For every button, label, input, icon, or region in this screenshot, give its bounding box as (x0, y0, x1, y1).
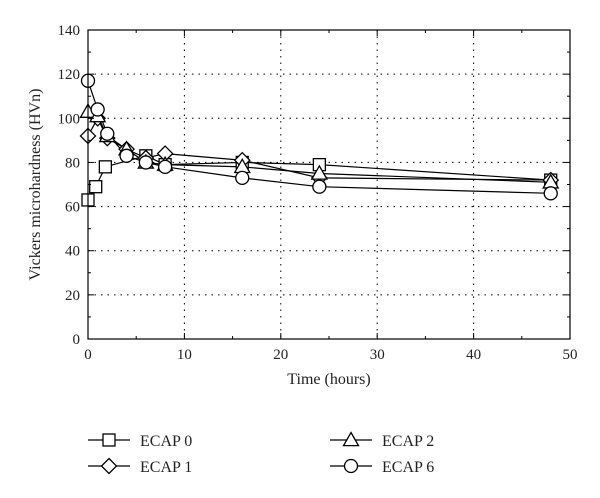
plot-frame (87, 29, 571, 340)
x-tick-label: 50 (563, 347, 578, 363)
y-tick-label: 40 (65, 244, 80, 260)
series-markers (79, 73, 560, 207)
data-point-ecap-2 (310, 164, 328, 180)
legend-label: ECAP 6 (382, 459, 434, 476)
legend-item-ecap-0: ECAP 0 (88, 433, 192, 450)
data-point-ecap-6 (543, 186, 558, 201)
y-tick-label: 20 (65, 288, 80, 304)
legend: ECAP 0 ECAP 1 ECAP 2 ECAP 6 (88, 431, 434, 476)
y-axis-title: Vickers microhardness (HVn) (27, 89, 44, 281)
legend-item-ecap-2: ECAP 2 (330, 431, 434, 450)
y-tick-label: 120 (58, 67, 81, 83)
y-tick-label: 0 (73, 332, 81, 348)
y-tick-label: 80 (65, 155, 80, 171)
data-point-ecap-6 (157, 159, 173, 174)
data-point-ecap-6 (138, 155, 153, 170)
legend-marker-ecap-0 (102, 433, 116, 447)
x-tick-label: 30 (370, 347, 385, 363)
legend-marker-ecap-2 (342, 431, 360, 447)
grid (88, 30, 570, 339)
legend-label: ECAP 2 (382, 433, 434, 450)
legend-marker-ecap-6 (343, 458, 359, 474)
y-tick-label: 60 (65, 200, 80, 216)
data-point-ecap-6 (100, 126, 115, 141)
data-point-ecap-6 (90, 102, 105, 117)
legend-marker-ecap-1 (100, 457, 118, 475)
x-tick-label: 20 (273, 347, 288, 363)
axis-ticks: 0 10 20 30 40 50 0 20 40 60 80 100 120 140 (58, 23, 578, 363)
data-point-ecap-6 (119, 148, 134, 163)
data-point-ecap-6 (235, 170, 250, 186)
x-tick-label: 40 (466, 347, 481, 363)
x-axis-title: Time (hours) (287, 371, 370, 388)
y-tick-label: 100 (58, 111, 81, 127)
legend-label: ECAP 1 (140, 459, 192, 476)
legend-label: ECAP 0 (140, 433, 192, 450)
data-point-ecap-6 (312, 179, 327, 194)
legend-item-ecap-6: ECAP 6 (330, 458, 434, 476)
x-tick-label: 10 (177, 347, 192, 363)
x-tick-label: 0 (84, 347, 92, 363)
y-tick-label: 140 (58, 23, 81, 39)
legend-item-ecap-1: ECAP 1 (88, 457, 192, 476)
data-point-ecap-0 (98, 160, 113, 174)
data-point-ecap-0 (89, 180, 103, 194)
